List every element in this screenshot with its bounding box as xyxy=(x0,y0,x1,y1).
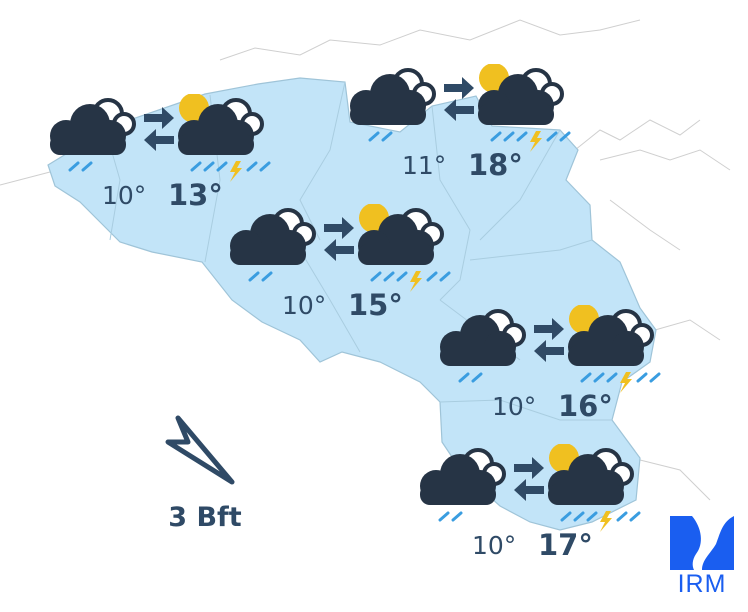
cloud-rain-icon xyxy=(350,68,436,142)
swap-arrows-icon xyxy=(514,457,544,501)
swap-arrows-icon xyxy=(444,77,474,121)
min-temperature: 11° xyxy=(402,151,447,180)
max-temperature: 13° xyxy=(168,178,223,212)
forecast-location: 10° 13° xyxy=(46,94,276,224)
sun-cloud-rain-thunder-icon xyxy=(478,64,571,152)
sun-cloud-rain-thunder-icon xyxy=(568,305,661,393)
swap-arrows-icon xyxy=(324,217,354,261)
swap-arrows-icon xyxy=(534,318,564,362)
irm-logo-mark xyxy=(670,516,734,570)
min-temperature: 10° xyxy=(282,291,327,320)
forecast-location: 10° 17° xyxy=(416,444,646,574)
wind-indicator: 3 Bft xyxy=(160,410,250,540)
min-temperature: 10° xyxy=(472,531,517,560)
cloud-rain-icon xyxy=(420,448,506,522)
irm-logo-text: IRM xyxy=(677,570,727,598)
min-temperature: 10° xyxy=(102,181,147,210)
forecast-location: 11° 18° xyxy=(346,64,576,194)
wind-force-label: 3 Bft xyxy=(168,502,242,533)
sun-cloud-rain-thunder-icon xyxy=(358,204,451,292)
cloud-rain-icon xyxy=(50,98,136,172)
max-temperature: 15° xyxy=(348,288,403,322)
wind-direction-arrow-icon xyxy=(165,415,235,485)
cloud-rain-icon xyxy=(440,309,526,383)
cloud-rain-icon xyxy=(230,208,316,282)
max-temperature: 17° xyxy=(538,528,593,562)
sun-cloud-rain-thunder-icon xyxy=(178,94,271,182)
neighbour-borders xyxy=(0,19,731,501)
forecast-location: 10° 16° xyxy=(436,305,666,435)
max-temperature: 16° xyxy=(558,389,613,423)
sun-cloud-rain-thunder-icon xyxy=(548,444,641,532)
max-temperature: 18° xyxy=(468,148,523,182)
swap-arrows-icon xyxy=(144,107,174,151)
forecast-location: 10° 15° xyxy=(226,204,456,334)
irm-logo: IRM xyxy=(666,514,738,600)
min-temperature: 10° xyxy=(492,392,537,421)
